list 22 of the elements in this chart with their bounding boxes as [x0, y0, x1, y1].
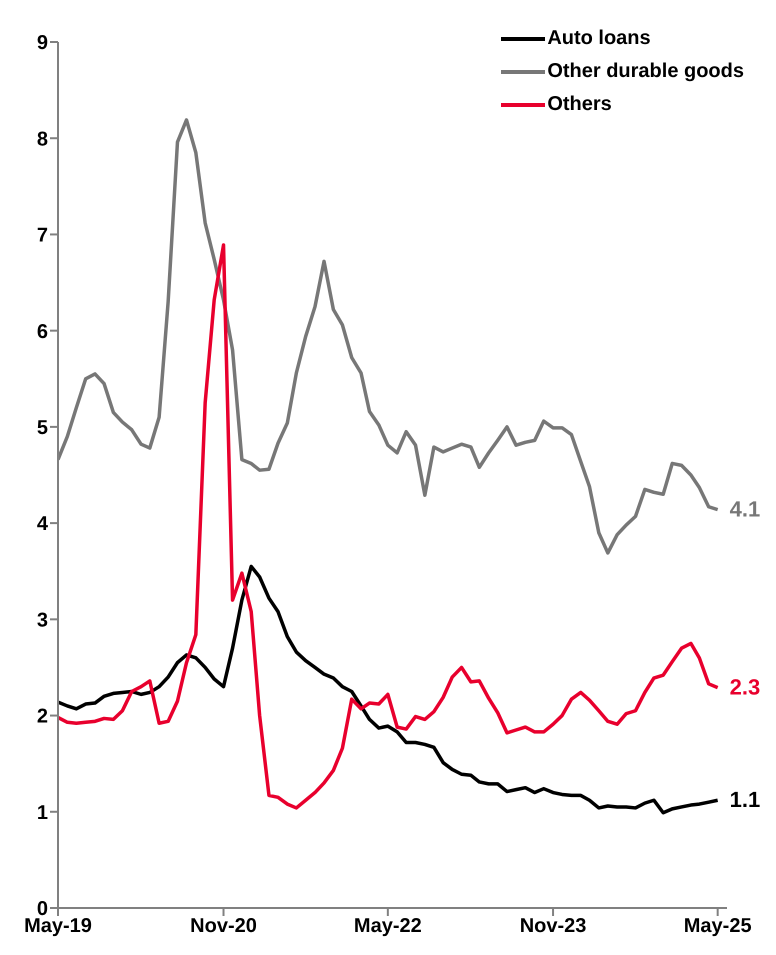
line-series	[58, 564, 720, 814]
data-label: 4.1	[730, 496, 760, 522]
legend-label: Auto loans	[547, 27, 651, 50]
legend-label: Other durable goods	[547, 60, 744, 83]
x-tick-label: May-25	[684, 915, 752, 938]
x-tick-label: May-19	[24, 915, 92, 938]
y-tick-label: 6	[36, 320, 48, 343]
y-tick-label: 1	[36, 802, 48, 824]
y-tick-label: 3	[36, 609, 48, 632]
y-tick-label: 4	[36, 513, 49, 536]
y-tick-label: 8	[36, 128, 48, 150]
data-label: 1.1	[730, 787, 760, 812]
y-tick-label: 2	[36, 706, 48, 728]
x-tick-label: May-22	[354, 915, 422, 938]
y-tick-label: 5	[36, 416, 48, 439]
y-tick-label: 9	[36, 32, 48, 54]
line-series	[58, 243, 720, 810]
x-tick-label: Nov-20	[190, 915, 257, 938]
data-label: 2.3	[730, 674, 760, 700]
x-tick-label: Nov-23	[520, 915, 586, 938]
y-tick-label: 7	[36, 224, 48, 247]
legend-label: Others	[547, 93, 612, 116]
